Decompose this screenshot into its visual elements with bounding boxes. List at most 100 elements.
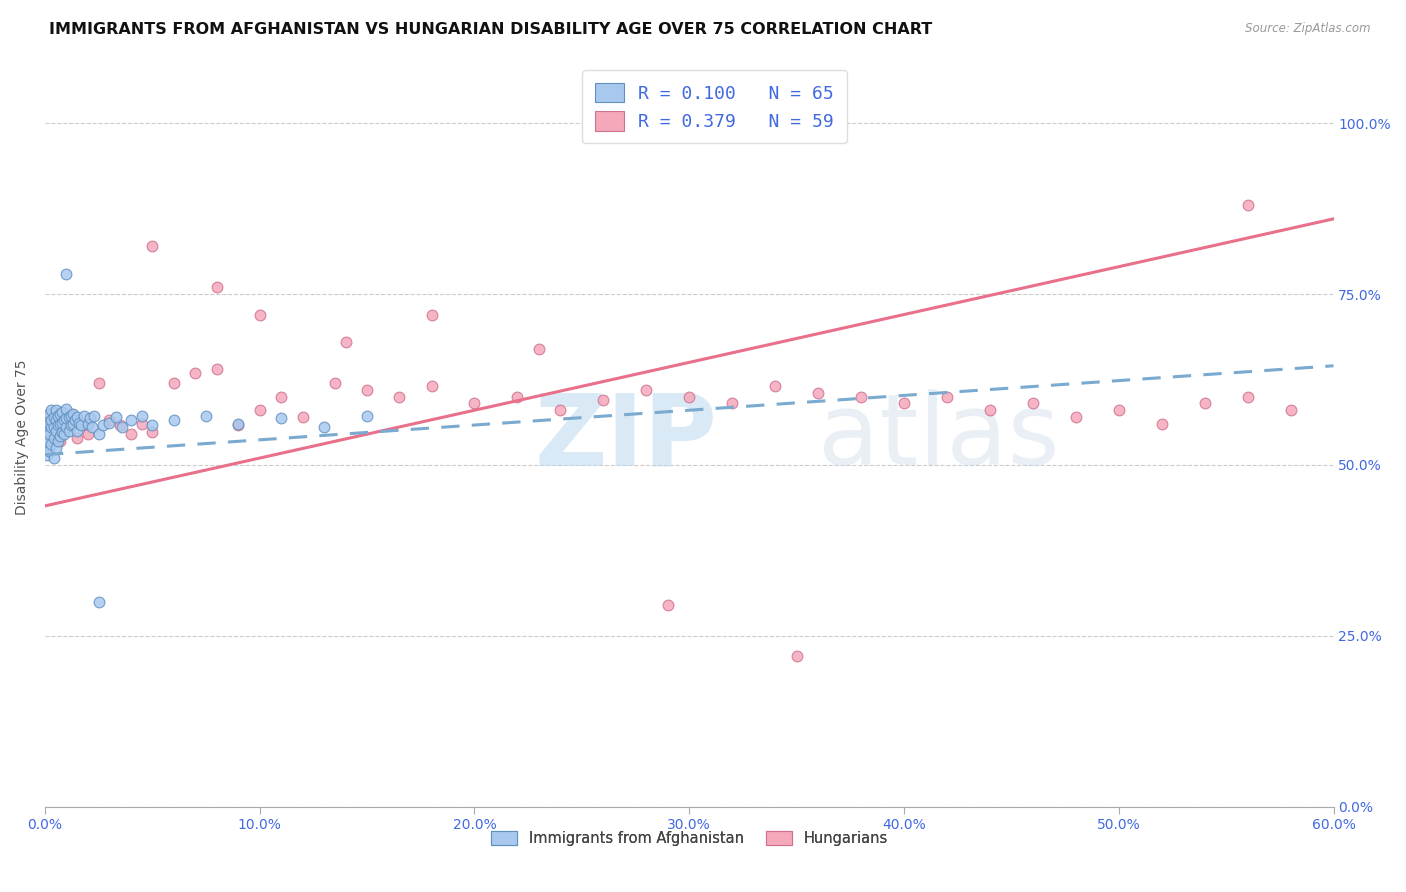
Point xyxy=(195,409,218,423)
Point xyxy=(51,425,73,439)
Point xyxy=(45,441,67,455)
Point xyxy=(205,362,228,376)
Point xyxy=(979,403,1001,417)
Point xyxy=(55,417,77,431)
Point xyxy=(1236,390,1258,404)
Point xyxy=(87,376,110,390)
Point xyxy=(55,267,77,281)
Point xyxy=(120,427,142,442)
Point xyxy=(270,411,292,425)
Text: ZIP: ZIP xyxy=(534,389,717,486)
Point xyxy=(936,390,959,404)
Point xyxy=(131,417,153,431)
Point xyxy=(335,334,357,349)
Point xyxy=(45,403,67,417)
Point xyxy=(77,427,100,442)
Point xyxy=(49,417,72,431)
Point xyxy=(463,396,485,410)
Point xyxy=(163,376,186,390)
Y-axis label: Disability Age Over 75: Disability Age Over 75 xyxy=(15,359,30,516)
Point xyxy=(51,404,73,418)
Point xyxy=(49,434,72,448)
Text: Source: ZipAtlas.com: Source: ZipAtlas.com xyxy=(1246,22,1371,36)
Point xyxy=(37,434,59,448)
Point xyxy=(46,418,69,433)
Point xyxy=(37,424,59,438)
Point xyxy=(87,594,110,608)
Point xyxy=(42,418,65,433)
Point xyxy=(79,411,101,425)
Point xyxy=(51,416,73,430)
Point xyxy=(108,418,131,433)
Point xyxy=(1108,403,1130,417)
Point xyxy=(120,413,142,427)
Point xyxy=(141,425,163,439)
Text: IMMIGRANTS FROM AFGHANISTAN VS HUNGARIAN DISABILITY AGE OVER 75 CORRELATION CHAR: IMMIGRANTS FROM AFGHANISTAN VS HUNGARIAN… xyxy=(49,22,932,37)
Point xyxy=(37,410,59,425)
Point xyxy=(46,409,69,423)
Point xyxy=(51,425,73,439)
Point xyxy=(66,424,89,438)
Point xyxy=(849,390,872,404)
Point xyxy=(41,420,63,434)
Point xyxy=(42,451,65,466)
Point xyxy=(141,239,163,253)
Point xyxy=(38,427,60,442)
Point xyxy=(38,420,60,434)
Point xyxy=(77,417,100,431)
Point xyxy=(1150,417,1173,431)
Point xyxy=(45,413,67,427)
Point xyxy=(226,418,249,433)
Point xyxy=(83,409,105,423)
Point xyxy=(55,420,77,434)
Point xyxy=(249,308,271,322)
Point xyxy=(314,420,336,434)
Point xyxy=(388,390,411,404)
Point xyxy=(98,416,121,430)
Point xyxy=(45,427,67,442)
Point xyxy=(87,427,110,442)
Point xyxy=(42,431,65,445)
Point xyxy=(356,383,378,397)
Point xyxy=(893,396,915,410)
Point xyxy=(59,409,82,423)
Point xyxy=(66,410,89,425)
Point xyxy=(184,366,207,380)
Point xyxy=(1064,410,1087,425)
Point xyxy=(131,409,153,423)
Point xyxy=(58,424,80,438)
Point xyxy=(72,409,94,423)
Point xyxy=(70,418,93,433)
Point xyxy=(62,407,84,421)
Point xyxy=(38,417,60,431)
Point xyxy=(53,427,76,442)
Point xyxy=(420,308,443,322)
Point xyxy=(53,413,76,427)
Point xyxy=(786,649,808,664)
Point xyxy=(82,420,104,434)
Point xyxy=(66,431,89,445)
Point xyxy=(49,429,72,443)
Point xyxy=(1022,396,1045,410)
Point xyxy=(527,342,550,356)
Point xyxy=(1279,403,1302,417)
Point xyxy=(636,383,658,397)
Point xyxy=(678,390,700,404)
Point xyxy=(46,416,69,430)
Point xyxy=(104,410,127,425)
Point xyxy=(72,418,94,433)
Point xyxy=(42,420,65,434)
Point xyxy=(67,416,90,430)
Point xyxy=(420,379,443,393)
Point xyxy=(807,386,830,401)
Point xyxy=(657,598,679,612)
Point xyxy=(111,420,134,434)
Point xyxy=(41,437,63,451)
Point xyxy=(550,403,572,417)
Point xyxy=(62,417,84,431)
Text: atlas: atlas xyxy=(818,389,1060,486)
Point xyxy=(163,413,186,427)
Point xyxy=(58,410,80,425)
Point xyxy=(323,376,346,390)
Point xyxy=(291,410,314,425)
